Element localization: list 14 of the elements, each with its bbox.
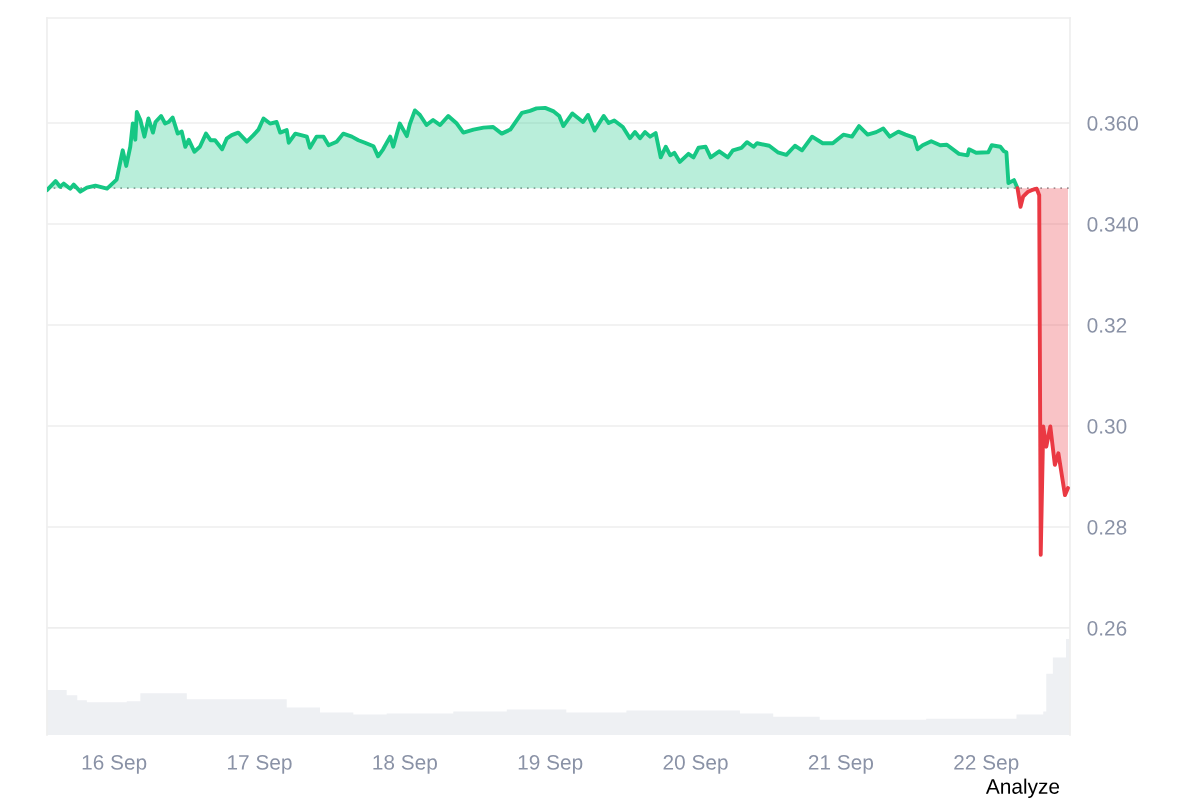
y-tick-label: 0.28 <box>1087 519 1127 535</box>
y-tick-label: 0.360 <box>1087 116 1138 131</box>
x-tick-label: 16 Sep <box>82 754 147 774</box>
x-tick-label: 22 Sep <box>954 754 1019 774</box>
x-tick-label: 20 Sep <box>663 754 728 774</box>
x-tick-label: 17 Sep <box>228 754 292 774</box>
x-tick-label: 21 Sep <box>808 754 874 774</box>
text: Analyze <box>985 778 1060 798</box>
y-tick-label: 0.26 <box>1087 620 1127 636</box>
x-tick-label: 18 Sep <box>373 754 437 774</box>
y-tick-label: 0.32 <box>1087 318 1127 333</box>
y-tick-label: 0.30 <box>1087 418 1127 434</box>
y-tick-label: 0.340 <box>1087 217 1138 232</box>
x-tick-label: 19 Sep <box>518 754 583 774</box>
